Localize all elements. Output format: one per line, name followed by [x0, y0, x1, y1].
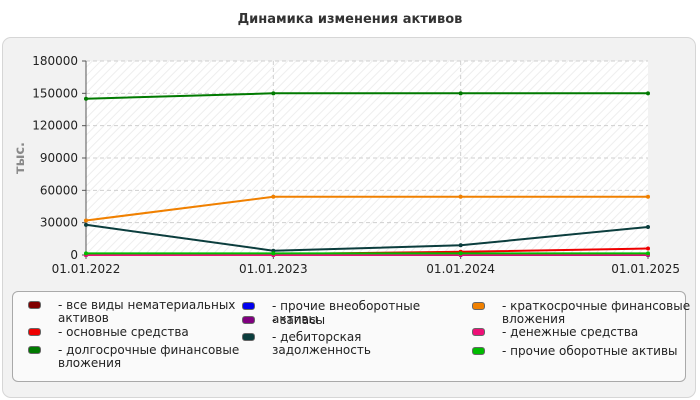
legend-item: - денежные средства: [472, 325, 692, 339]
data-point: [458, 194, 463, 199]
data-point: [458, 91, 463, 96]
data-point: [271, 91, 276, 96]
legend-swatch: [242, 333, 255, 341]
legend-swatch: [28, 301, 41, 309]
data-point: [646, 194, 650, 199]
legend-item: - запасы: [242, 313, 462, 327]
series-line: [85, 223, 649, 252]
legend-swatch: [472, 302, 485, 310]
legend-item: - дебиторская задолженность: [242, 330, 462, 357]
y-tick-label: 90000: [40, 151, 78, 165]
data-point: [84, 222, 88, 227]
legend: - все виды нематериальных активов - осно…: [12, 291, 690, 382]
y-tick-label: 30000: [40, 216, 78, 230]
legend-label: - прочие оборотные активы: [502, 344, 678, 358]
data-point: [271, 194, 276, 199]
legend-item: - все виды нематериальных активов: [28, 298, 248, 325]
legend-label: - дебиторская задолженность: [272, 330, 371, 357]
data-point: [271, 251, 276, 256]
y-axis-label: тыс.: [13, 142, 28, 174]
x-tick-label: 01.01.2023: [239, 262, 308, 276]
legend-swatch: [242, 316, 255, 324]
data-point: [646, 224, 650, 229]
legend-label: - долгосрочные финансовые вложения: [58, 343, 240, 370]
data-point: [84, 218, 88, 223]
legend-label: - основные средства: [58, 325, 189, 339]
data-point: [646, 246, 650, 251]
legend-label: - краткосрочные финансовые вложения: [502, 299, 691, 326]
data-point: [458, 251, 463, 256]
legend-item: - основные средства: [28, 325, 248, 339]
y-tick-label: 150000: [32, 86, 78, 100]
legend-swatch: [28, 346, 41, 354]
legend-label: - все виды нематериальных активов: [58, 298, 236, 325]
y-tick-label: 60000: [40, 183, 78, 197]
data-point: [84, 96, 88, 101]
y-tick-label: 180000: [32, 54, 78, 68]
data-point: [646, 91, 650, 96]
legend-swatch: [472, 328, 485, 336]
data-point: [84, 251, 88, 256]
data-point: [458, 243, 463, 248]
series-line: [85, 92, 648, 100]
legend-swatch: [242, 302, 255, 310]
series-line: [85, 195, 648, 222]
legend-swatch: [472, 347, 485, 355]
data-point: [646, 251, 650, 256]
legend-item: - прочие внеоборотные активы: [242, 299, 462, 326]
legend-label: - запасы: [272, 313, 326, 327]
x-tick-label: 01.01.2025: [611, 262, 680, 276]
y-tick-label: 0: [70, 248, 78, 262]
x-tick-label: 01.01.2022: [52, 262, 121, 276]
legend-label: - денежные средства: [502, 325, 639, 339]
legend-item: - долгосрочные финансовые вложения: [28, 343, 248, 370]
y-tick-label: 120000: [32, 119, 78, 133]
legend-item: - краткосрочные финансовые вложения: [472, 299, 692, 326]
legend-label: - прочие внеоборотные активы: [272, 299, 421, 326]
chart-plot: 0 30000 60000 90000 120000 150000 180000 01.01.…: [13, 54, 680, 276]
legend-swatch: [28, 328, 41, 336]
legend-item: - прочие оборотные активы: [472, 344, 692, 358]
x-tick-label: 01.01.2024: [426, 262, 495, 276]
chart-title: Динамика изменения активов: [237, 12, 463, 27]
